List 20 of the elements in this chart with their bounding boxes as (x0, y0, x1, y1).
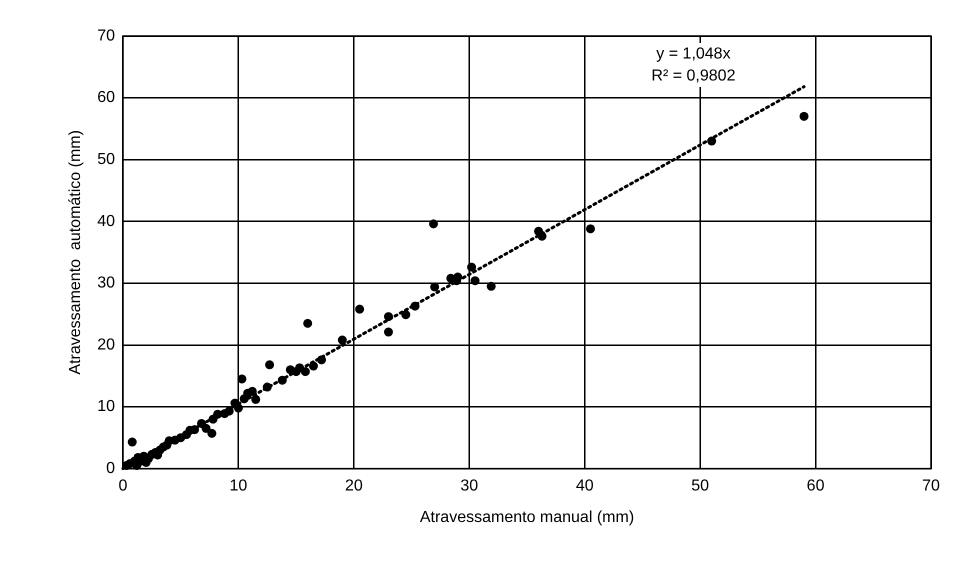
x-tick-label: 50 (691, 478, 710, 495)
annotation: R² = 0,9802 (651, 67, 736, 84)
x-tick-label: 30 (460, 478, 478, 495)
x-axis-title: Atravessamento manual (mm) (420, 508, 634, 526)
annotation: y = 1,048x (656, 45, 731, 62)
y-tick-label: 70 (97, 27, 116, 44)
y-tick-label: 10 (97, 398, 116, 416)
x-tick-label: 20 (344, 478, 363, 495)
y-tick-label: 0 (106, 460, 116, 478)
x-tick-label: 40 (576, 478, 594, 495)
y-tick-label: 30 (97, 274, 116, 292)
x-tick-label: 60 (806, 478, 825, 495)
y-tick-label: 20 (97, 336, 116, 354)
y-tick-label: 60 (97, 89, 116, 106)
x-tick-label: 0 (118, 478, 128, 495)
y-axis-title: Atravessamento automático (mm) (67, 130, 84, 375)
y-tick-label: 50 (97, 151, 116, 168)
y-tick-label: 40 (97, 212, 116, 230)
x-tick-label: 10 (230, 478, 248, 495)
x-tick-label: 70 (922, 478, 940, 495)
